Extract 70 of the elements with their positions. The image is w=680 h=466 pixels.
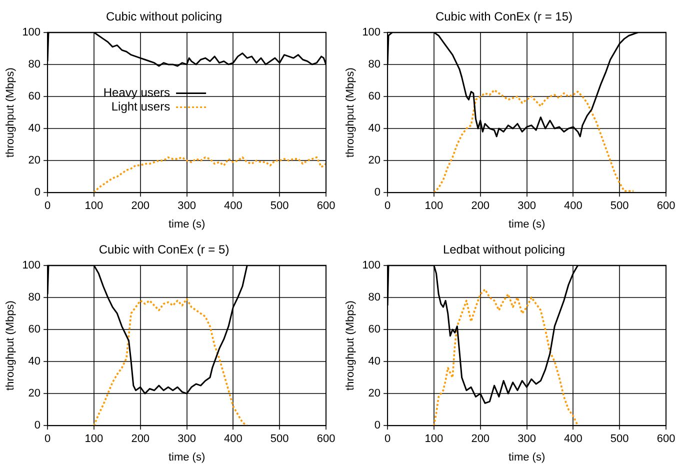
x-tick-label: 400 [564,433,582,446]
x-tick-label: 0 [384,433,391,446]
y-tick-label: 100 [362,259,381,272]
legend-label: Heavy users [103,86,170,100]
x-tick-label: 300 [178,200,196,212]
x-tick-label: 0 [384,200,391,212]
y-tick-label: 40 [368,356,381,368]
line-series [93,156,326,193]
y-axis-title: throughput (Mbps) [4,300,17,390]
y-tick-label: 0 [374,420,381,432]
y-axis-title: throughput (Mbps) [344,300,357,390]
y-tick-label: 60 [368,90,381,103]
line-series [433,288,579,426]
y-axis-title: throughput (Mbps) [4,68,17,158]
y-tick-label: 80 [368,291,381,304]
x-tick-label: 100 [424,200,444,212]
x-tick-label: 400 [564,200,582,212]
x-tick-label: 100 [424,433,444,446]
y-tick-label: 80 [28,291,41,304]
x-tick-label: 500 [270,433,289,446]
y-tick-label: 60 [28,324,41,336]
x-tick-label: 300 [518,200,536,212]
y-tick-label: 20 [28,154,41,167]
y-tick-label: 0 [374,186,381,199]
x-tick-label: 0 [44,200,51,212]
x-tick-label: 500 [610,433,629,446]
y-tick-label: 20 [368,388,381,400]
y-tick-label: 100 [22,26,41,38]
x-axis-title: time (s) [508,218,546,230]
x-tick-label: 400 [224,200,242,212]
x-tick-label: 200 [131,200,150,212]
x-axis-title: time (s) [508,451,546,464]
line-series [433,89,634,193]
x-tick-label: 300 [178,433,196,446]
x-tick-label: 600 [656,200,676,212]
y-tick-label: 0 [34,420,41,432]
y-tick-label: 80 [28,58,41,70]
chart-title: Cubic with ConEx (r = 15) [435,10,573,24]
chart-title: Cubic without policing [106,10,222,24]
x-tick-label: 200 [471,200,490,212]
y-tick-label: 80 [368,58,381,70]
x-axis-title: time (s) [168,451,206,464]
y-tick-label: 100 [22,259,41,272]
x-tick-label: 200 [471,433,490,446]
line-series [93,298,248,426]
x-tick-label: 600 [316,200,336,212]
x-tick-label: 600 [316,433,336,446]
y-tick-label: 60 [28,90,41,103]
x-tick-label: 200 [131,433,150,446]
chart-title: Cubic with ConEx (r = 5) [98,242,230,257]
x-tick-label: 100 [84,200,104,212]
y-tick-label: 60 [368,324,381,336]
x-axis-title: time (s) [168,218,206,230]
x-tick-label: 400 [224,433,242,446]
chart-title: Ledbat without policing [442,242,566,257]
x-tick-label: 500 [270,200,289,212]
legend-label: Light users [111,100,170,114]
y-axis-title: throughput (Mbps) [344,68,357,158]
x-tick-label: 500 [610,200,629,212]
y-tick-label: 20 [368,154,381,167]
y-tick-label: 20 [28,388,41,400]
y-tick-label: 40 [368,122,381,135]
y-tick-label: 40 [28,122,41,135]
x-tick-label: 0 [44,433,51,446]
x-tick-label: 600 [656,433,676,446]
y-tick-label: 40 [28,356,41,368]
x-tick-label: 300 [518,433,536,446]
y-tick-label: 0 [34,186,41,199]
x-tick-label: 100 [84,433,104,446]
y-tick-label: 100 [362,26,381,38]
